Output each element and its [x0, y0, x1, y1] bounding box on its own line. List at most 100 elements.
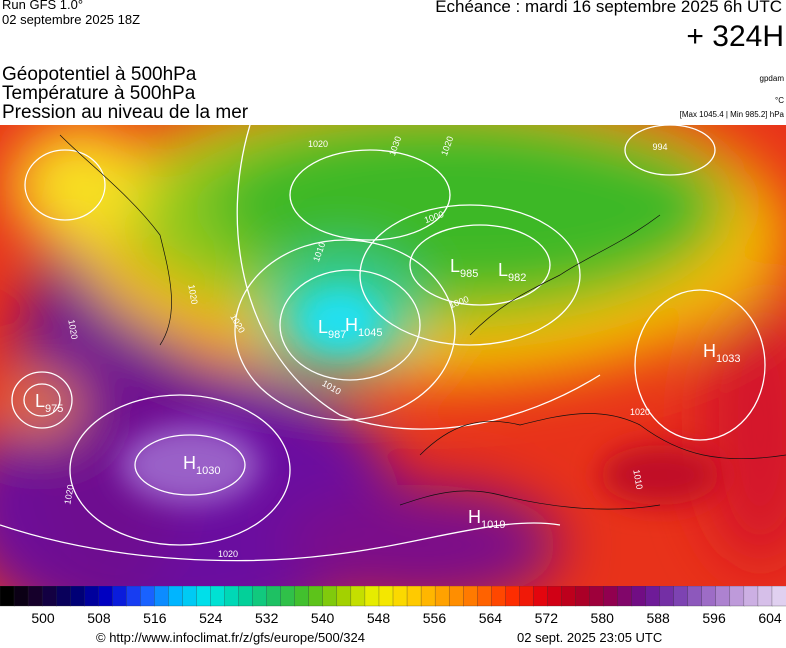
center-value: 1045 [358, 327, 382, 339]
scale-cell [126, 586, 142, 607]
scale-cell [378, 586, 394, 607]
scale-cell [687, 586, 703, 607]
lead-time: + 324H [686, 20, 784, 53]
center-value: 975 [45, 403, 63, 415]
scale-cell [266, 586, 282, 607]
scale-cell [350, 586, 366, 607]
pressure-center: H1030 [183, 453, 220, 477]
center-value: 1030 [196, 465, 220, 477]
scale-label: 516 [143, 610, 167, 626]
center-letter: H [183, 453, 196, 473]
pressure-center: H1019 [468, 507, 505, 531]
scale-cell [280, 586, 296, 607]
field: Géopotentiel à 500hPa [2, 64, 197, 85]
scale-cell [631, 586, 647, 607]
scale-label: 596 [702, 610, 726, 626]
isobar-label: 1020 [218, 549, 238, 559]
center-value: 1033 [716, 353, 740, 365]
center-value: 1019 [481, 519, 505, 531]
scale-cell [519, 586, 535, 607]
field: Pression au niveau de la mer [2, 102, 249, 123]
unit: °C [775, 96, 784, 105]
scale-cell [575, 586, 591, 607]
isobar-label: 1010 [631, 469, 644, 490]
isobars [0, 125, 766, 562]
scale-cell [505, 586, 520, 607]
scale-label: 548 [366, 610, 391, 626]
center-letter: L [450, 256, 460, 276]
field-shading [0, 125, 786, 587]
scale-cell [154, 586, 170, 607]
coastlines [59, 134, 786, 510]
scale-cell [196, 586, 212, 607]
pressure-center: L985 [450, 256, 478, 280]
scale-cell [168, 586, 184, 607]
isobar-label: 1020 [630, 407, 650, 417]
scale-cell [547, 586, 563, 607]
scale-cell [533, 586, 549, 607]
scale-cell [308, 586, 324, 607]
scale-cell [13, 586, 29, 607]
scale-label: 580 [590, 610, 614, 626]
scale-cell [589, 586, 605, 607]
scale-cell [27, 586, 43, 607]
center-value: 982 [508, 272, 526, 284]
scale-cell [448, 586, 464, 607]
scale-cell [224, 586, 240, 607]
scale-cell [491, 586, 506, 607]
scale-cell [252, 586, 268, 607]
pressure-center: H1045 [345, 315, 382, 339]
scale-cell [757, 586, 773, 607]
scale-cell [336, 586, 352, 607]
center-value: 987 [328, 329, 346, 341]
scale-cell [238, 586, 254, 607]
valid-time: Echéance : mardi 16 septembre 2025 6h UT… [435, 0, 782, 16]
pressure-center: H1033 [703, 341, 740, 365]
scale-cell [659, 586, 675, 607]
isobar-label: 1020 [62, 484, 75, 505]
scale-cell [55, 586, 71, 607]
scale-cell [406, 586, 422, 607]
scale-cell [294, 586, 310, 607]
scale-label: 564 [478, 610, 503, 626]
isobar-label: 1020 [66, 319, 79, 340]
run-date: 02 septembre 2025 18Z [2, 12, 141, 27]
scale-label: 556 [422, 610, 447, 626]
scale-cell [0, 586, 15, 607]
scale-cell [463, 586, 478, 607]
scale-label: 532 [255, 610, 279, 626]
scale-cell [41, 586, 57, 607]
center-value: 985 [460, 268, 478, 280]
color-scale [0, 586, 786, 607]
pressure-center: L987 [318, 317, 346, 341]
pressure-center: L975 [35, 391, 63, 415]
scale-cell [182, 586, 198, 607]
scale-cell [420, 586, 436, 607]
scale-cell [364, 586, 380, 607]
center-letter: L [498, 260, 508, 280]
scale-cell [392, 586, 408, 607]
scale-cell [210, 586, 226, 607]
center-letter: H [468, 507, 481, 527]
center-letter: H [703, 341, 716, 361]
scale-label: 588 [646, 610, 670, 626]
unit: gpdam [759, 74, 784, 83]
scale-cell [603, 586, 619, 607]
unit: [Max 1045.4 | Min 985.2] hPa [679, 110, 784, 119]
scale-cell [98, 586, 113, 607]
scale-cell [322, 586, 338, 607]
scale-cell [673, 586, 689, 607]
field: Température à 500hPa [2, 83, 196, 104]
scale-cell [715, 586, 731, 607]
scale-label: 540 [310, 610, 335, 626]
scale-cell [84, 586, 99, 607]
scale-cell [771, 586, 786, 607]
scale-cell [434, 586, 450, 607]
scale-cell [477, 586, 492, 607]
scale-cell [617, 586, 633, 607]
scale-cell [743, 586, 759, 607]
scale-cell [140, 586, 156, 607]
isobar-label: 1020 [308, 139, 328, 149]
